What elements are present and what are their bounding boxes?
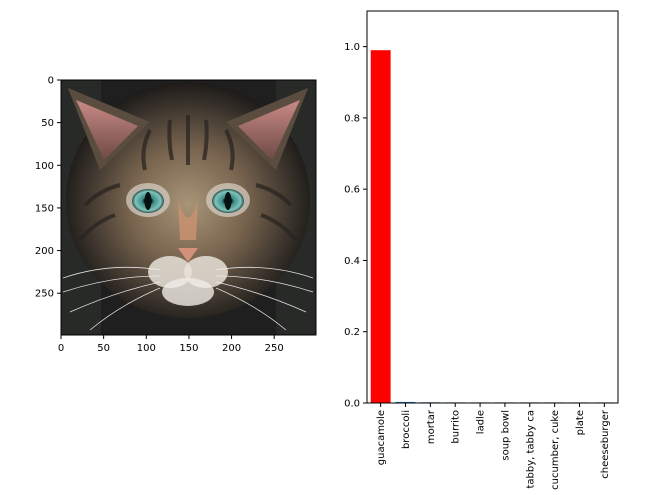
image-x-tick-label: 0 — [58, 343, 64, 354]
image-x-ticks: 0 50 100 150 200 250 — [58, 335, 284, 354]
bar-y-tick-label: 1.0 — [344, 42, 360, 53]
bar-y-tick-label: 0.4 — [344, 256, 360, 267]
bar-y-tick-label: 0.6 — [344, 185, 360, 196]
bar-y-tick-label: 0.8 — [344, 113, 360, 124]
image-y-tick-label: 250 — [35, 289, 54, 300]
bar-x-tick-label: tabby, tabby ca — [525, 410, 536, 489]
bar-y-ticks: 0.0 0.2 0.4 0.6 0.8 1.0 — [344, 42, 367, 410]
bar — [395, 401, 416, 403]
bar — [370, 50, 391, 403]
bars — [370, 50, 615, 403]
bar-y-tick-label: 0.0 — [344, 399, 360, 410]
bar-x-tick-label: soup bowl — [500, 410, 511, 461]
bar-y-tick-label: 0.2 — [344, 327, 360, 338]
bar-x-tick-label: broccoli — [401, 410, 412, 449]
bar-x-tick-label: mortar — [426, 409, 437, 444]
image-y-tick-label: 50 — [41, 118, 54, 129]
bar-chart: 0.0 0.2 0.4 0.6 0.8 1.0 guacamole broccoli mort… — [344, 10, 619, 490]
bar-x-tick-label: plate — [575, 410, 586, 435]
image-y-ticks: 0 50 100 150 200 250 — [35, 76, 61, 300]
bar-x-tick-label: burrito — [451, 410, 462, 444]
image-x-tick-label: 50 — [97, 343, 110, 354]
image-y-tick-label: 0 — [48, 76, 54, 87]
image-x-tick-label: 150 — [179, 343, 198, 354]
image-x-tick-label: 250 — [265, 343, 284, 354]
image-y-tick-label: 200 — [35, 246, 54, 257]
image-x-tick-label: 200 — [222, 343, 241, 354]
bar-x-ticks: guacamole broccoli mortar burrito ladle soup … — [376, 403, 611, 490]
image-y-tick-label: 150 — [35, 203, 54, 214]
bar-x-tick-label: guacamole — [376, 410, 387, 465]
bar-x-tick-label: ladle — [476, 410, 487, 434]
bar-axes-frame — [366, 10, 619, 404]
cat-image — [61, 80, 316, 335]
image-x-tick-label: 100 — [137, 343, 156, 354]
image-panel: 0 50 100 150 200 250 0 50 100 150 200 250 — [35, 76, 317, 354]
bar-x-tick-label: cucumber, cuke — [550, 410, 561, 490]
bar-x-tick-label: cheeseburger — [600, 409, 611, 479]
image-y-tick-label: 100 — [35, 161, 54, 172]
